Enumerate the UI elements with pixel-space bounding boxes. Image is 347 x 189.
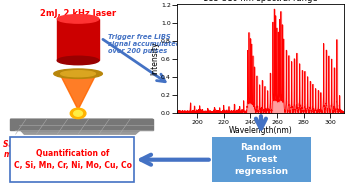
Polygon shape [61,76,95,110]
Y-axis label: Intensity: Intensity [151,42,160,75]
Ellipse shape [61,71,95,77]
Text: Random
Forest
regression: Random Forest regression [234,143,288,176]
FancyBboxPatch shape [10,137,134,182]
Ellipse shape [57,15,99,23]
Bar [57,19,99,60]
Ellipse shape [54,69,102,78]
Text: Quantification of
C, Si, Mn, Cr, Ni, Mo, Cu, Co: Quantification of C, Si, Mn, Cr, Ni, Mo,… [14,149,132,170]
Text: 2mJ, 2 kHz laser: 2mJ, 2 kHz laser [40,9,116,19]
Polygon shape [10,119,153,130]
Ellipse shape [74,111,83,116]
Ellipse shape [70,108,86,119]
X-axis label: Wavelength(nm): Wavelength(nm) [228,126,292,135]
Text: Trigger free LIBS
signal accumulated
over 200 pulses: Trigger free LIBS signal accumulated ove… [108,34,180,54]
FancyBboxPatch shape [212,137,311,182]
Polygon shape [10,119,153,134]
Title: 185-310 nm spectral range: 185-310 nm spectral range [203,0,318,3]
Text: Sample in continuous
motion: Sample in continuous motion [3,140,96,159]
Ellipse shape [57,56,99,65]
